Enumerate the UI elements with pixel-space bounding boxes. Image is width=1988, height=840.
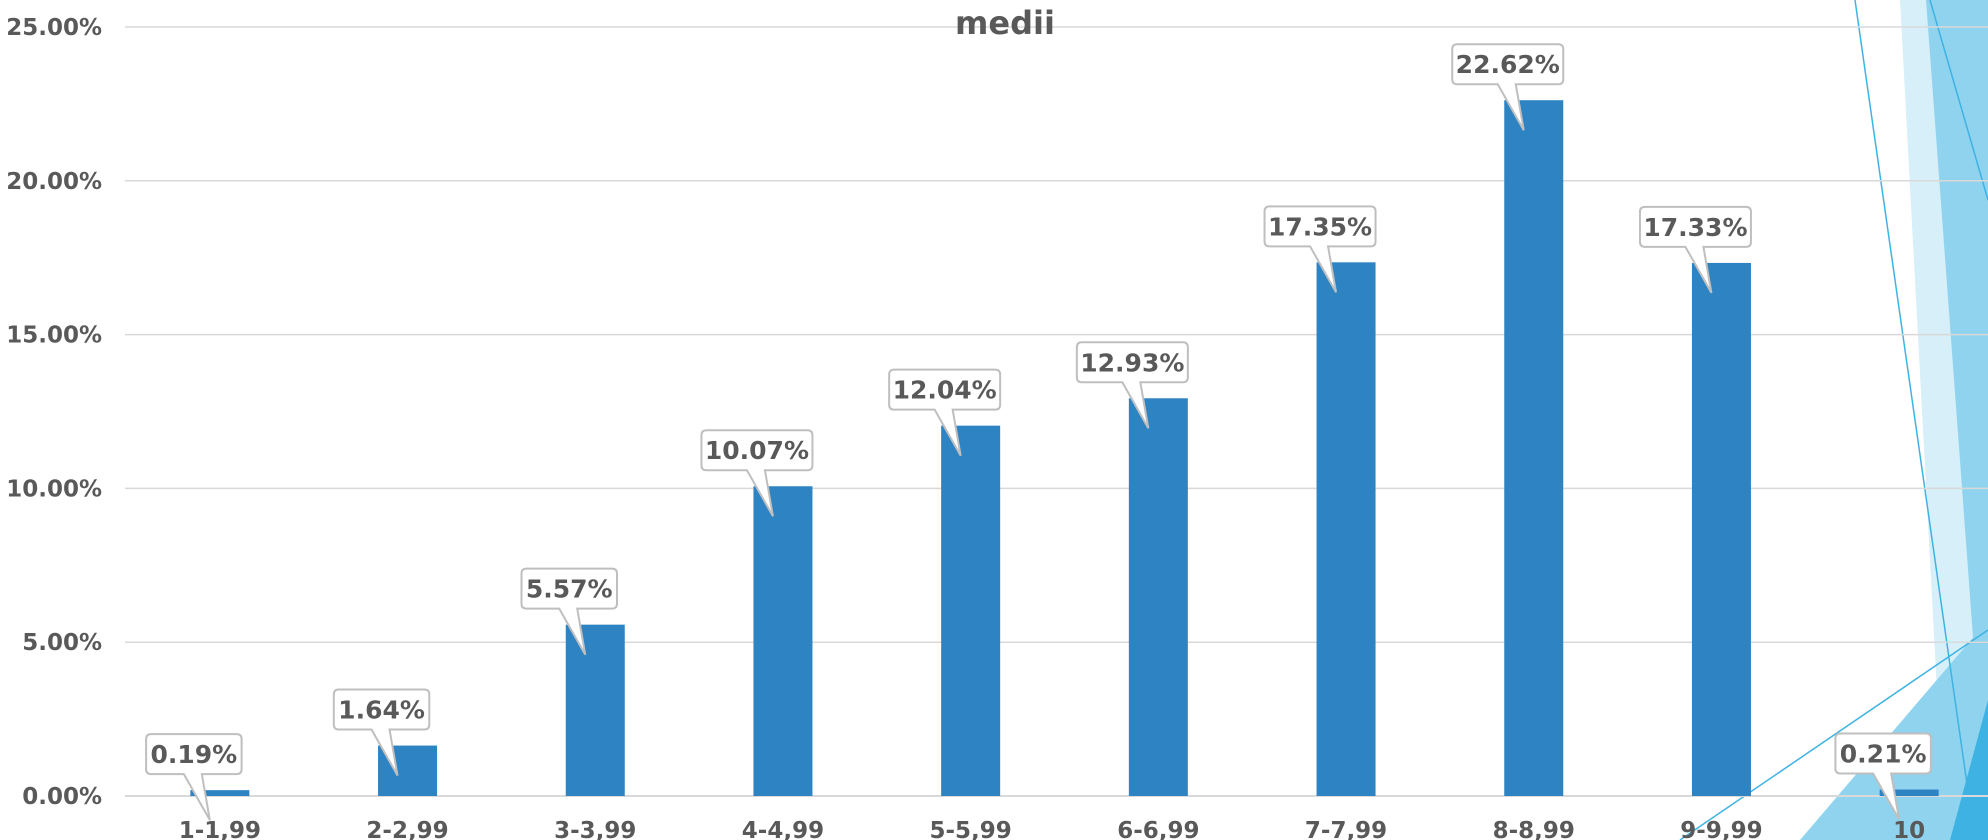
x-tick-label: 3-3,99 bbox=[554, 818, 636, 840]
y-axis-tick-labels: 0.00% 5.00% 10.00% 15.00% 20.00% 25.00% bbox=[6, 15, 102, 810]
data-label: 17.35% bbox=[1268, 212, 1372, 241]
x-tick-label: 7-7,99 bbox=[1305, 818, 1387, 840]
data-label: 0.21% bbox=[1840, 740, 1927, 769]
decor-dark-shape bbox=[1950, 700, 1988, 840]
x-tick-label: 8-8,99 bbox=[1493, 818, 1575, 840]
decor-line bbox=[1929, 0, 1988, 201]
y-tick-label: 20.00% bbox=[6, 169, 102, 195]
data-label-callout bbox=[1638, 205, 1752, 294]
data-label-callout bbox=[1263, 205, 1377, 293]
x-tick-label: 2-2,99 bbox=[366, 818, 448, 840]
decor-line bbox=[1854, 0, 1976, 840]
y-tick-label: 25.00% bbox=[6, 15, 102, 41]
bar bbox=[753, 486, 813, 796]
y-tick-label: 10.00% bbox=[6, 476, 102, 502]
x-tick-label: 5-5,99 bbox=[930, 818, 1012, 840]
data-label: 22.62% bbox=[1456, 50, 1560, 79]
data-label-callout bbox=[520, 567, 618, 656]
bar bbox=[190, 790, 250, 796]
x-tick-label: 9-9,99 bbox=[1680, 818, 1762, 840]
x-tick-label: 10 bbox=[1893, 818, 1925, 840]
data-label: 1.64% bbox=[338, 696, 425, 725]
data-label: 0.19% bbox=[150, 740, 237, 769]
data-label-callout bbox=[332, 688, 431, 777]
x-tick-label: 6-6,99 bbox=[1117, 818, 1199, 840]
background-decoration bbox=[1679, 0, 1988, 840]
data-label: 10.07% bbox=[705, 436, 809, 465]
decor-line bbox=[1679, 629, 1988, 840]
bar bbox=[1316, 262, 1376, 797]
x-tick-label: 4-4,99 bbox=[742, 818, 824, 840]
data-label: 17.33% bbox=[1643, 213, 1747, 242]
data-label: 12.04% bbox=[893, 376, 997, 405]
decor-mid-shape bbox=[1926, 0, 1988, 840]
data-label: 12.93% bbox=[1080, 348, 1184, 377]
bar bbox=[1691, 262, 1751, 796]
data-label-callout bbox=[1075, 341, 1189, 429]
bars bbox=[190, 100, 1939, 797]
data-label: 5.57% bbox=[526, 575, 613, 604]
y-tick-label: 15.00% bbox=[6, 323, 102, 349]
bar bbox=[1879, 789, 1939, 796]
data-label-callout bbox=[888, 368, 1002, 457]
x-tick-label: 1-1,99 bbox=[179, 818, 261, 840]
data-label-callout bbox=[700, 429, 814, 517]
y-tick-label: 5.00% bbox=[22, 630, 102, 656]
data-label-callout bbox=[145, 733, 243, 821]
bar bbox=[941, 425, 1001, 796]
data-label-callout bbox=[1834, 732, 1932, 821]
y-tick-label: 0.00% bbox=[22, 784, 102, 810]
data-label-callout bbox=[1451, 43, 1565, 131]
bar bbox=[1504, 100, 1564, 796]
bar bbox=[1128, 398, 1188, 796]
chart-title: medii bbox=[955, 4, 1055, 42]
data-labels: 0.19% 1.64% 5.57% 10.07% 12.04% 12.93% 17.35% 2… bbox=[145, 43, 1932, 821]
bar bbox=[565, 624, 625, 796]
x-axis-tick-labels: 1-1,99 2-2,99 3-3,99 4-4,99 5-5,99 6-6,99 7-7,… bbox=[179, 818, 1925, 840]
decor-lower-shape bbox=[1800, 620, 1988, 840]
